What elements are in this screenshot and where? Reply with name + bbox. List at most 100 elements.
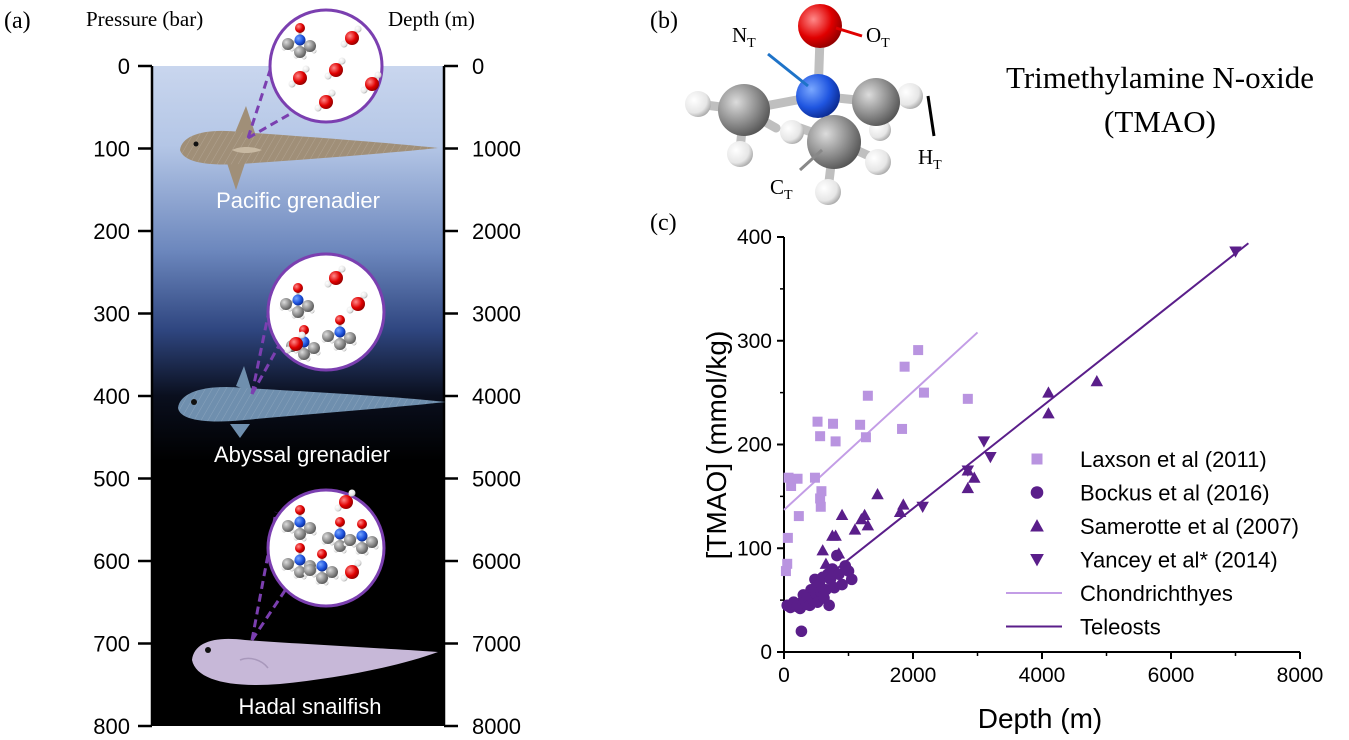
legend-label: Yancey et al* (2014) (1080, 548, 1278, 573)
hadal-snailfish (192, 638, 438, 685)
legend-label: Teleosts (1080, 615, 1161, 640)
depth-tick-label: 2000 (472, 219, 521, 244)
panel-a: (a) Pressure (bar) Depth (m) 0 100 200 300 4… (4, 7, 521, 739)
x-tick-label: 2000 (890, 664, 937, 687)
data-point (800, 588, 813, 600)
label-c: CT (770, 175, 793, 203)
depth-tick-label: 6000 (472, 549, 521, 574)
panel-c-label: (c) (650, 210, 677, 236)
pacific-grenadier (180, 106, 438, 190)
molecule-abbrev: (TMAO) (1104, 104, 1216, 139)
data-point (792, 473, 803, 484)
data-point (1042, 386, 1055, 398)
data-point (806, 581, 820, 593)
data-point (812, 416, 823, 427)
tmao-molecule (334, 528, 346, 540)
data-point (968, 471, 981, 483)
water-molecule (319, 95, 333, 109)
y-tick-label: 400 (737, 226, 772, 249)
water-molecule (293, 71, 307, 85)
pressure-tick-label: 600 (93, 549, 130, 574)
pressure-tick-label: 400 (93, 384, 130, 409)
pressure-tick-label: 700 (93, 632, 130, 657)
panel-b-label: (b) (650, 8, 678, 34)
data-point (845, 573, 858, 586)
data-point (782, 558, 793, 569)
data-point (783, 472, 794, 483)
tmao-molecule (294, 554, 306, 566)
data-point (816, 544, 829, 556)
legend-swatch (1030, 486, 1044, 499)
depth-tick-label: 4000 (472, 384, 521, 409)
depth-axis-title: Depth (m) (388, 7, 475, 31)
legend-label: Chondrichthyes (1080, 581, 1233, 606)
data-point (984, 451, 997, 464)
pressure-tick-label: 300 (93, 302, 130, 327)
depth-tick-label: 1000 (472, 137, 521, 162)
data-point (816, 486, 827, 497)
chart-points (780, 246, 1242, 638)
molecule-circle-1000m (268, 8, 384, 124)
chart-legend: Laxson et al (2011) Bockus et al (2016) Sa… (1006, 447, 1299, 640)
molecule-circle-7000m (266, 488, 386, 608)
water-molecule (329, 271, 343, 285)
data-point (782, 532, 793, 543)
data-point (1090, 374, 1104, 387)
data-point (861, 519, 875, 531)
data-point (916, 501, 929, 513)
y-tick-label: 200 (737, 434, 772, 457)
y-axis-label: [TMAO] (mmol/kg) (701, 331, 732, 560)
depth-tick-label: 3000 (472, 302, 521, 327)
tmao-molecule (316, 560, 328, 572)
data-point (871, 488, 884, 500)
x-tick-label: 6000 (1148, 664, 1195, 687)
label-o: OT (866, 23, 890, 51)
legend-swatch (1030, 554, 1044, 567)
legend-label: Samerotte et al (2007) (1080, 514, 1299, 539)
y-tick-label: 100 (737, 537, 772, 560)
data-point (819, 557, 833, 569)
fish-label-pacific: Pacific grenadier (216, 188, 380, 213)
panel-c: (c) 0 2000 4000 6000 8000 0 100 200 300 400 Laxso… (650, 210, 1323, 734)
molecule-circle-4000m (266, 252, 386, 372)
pressure-axis-title: Pressure (bar) (86, 7, 203, 31)
depth-tick-label: 8000 (472, 714, 521, 739)
data-point (833, 568, 845, 580)
data-point (862, 390, 873, 401)
water-molecule (365, 77, 379, 91)
data-point (961, 481, 975, 494)
chart-axes: 0 2000 4000 6000 8000 0 100 200 300 400 (737, 226, 1323, 687)
data-point (793, 511, 804, 522)
pointer-c (798, 148, 824, 172)
x-tick-label: 0 (778, 664, 790, 687)
pressure-tick-label: 800 (93, 714, 130, 739)
data-point (815, 431, 826, 442)
legend-label: Laxson et al (2011) (1080, 447, 1267, 472)
label-n: NT (732, 23, 756, 51)
connector-abyssal-a (250, 339, 284, 395)
data-point (835, 508, 849, 521)
pressure-ticks: 0 100 200 300 400 500 600 700 800 (93, 54, 152, 739)
tmao-molecule-model (685, 4, 923, 205)
panel-a-label: (a) (4, 8, 31, 34)
depth-tick-label: 7000 (472, 632, 521, 657)
fish-label-abyssal: Abyssal grenadier (214, 442, 390, 467)
pointer-o (835, 26, 863, 38)
x-tick-label: 4000 (1019, 664, 1066, 687)
tmao-molecule (292, 294, 304, 306)
depth-tick-label: 5000 (472, 467, 521, 492)
data-point (815, 501, 826, 512)
legend-swatch (1030, 519, 1044, 532)
water-molecule (289, 337, 303, 351)
data-point (829, 529, 842, 541)
data-point (832, 547, 846, 559)
legend-label: Bockus et al (2016) (1080, 481, 1270, 506)
pressure-tick-label: 0 (118, 54, 130, 79)
y-tick-label: 300 (737, 330, 772, 353)
data-point (913, 345, 924, 356)
water-molecule (345, 565, 359, 579)
water-molecule (351, 297, 365, 311)
data-point (1042, 407, 1055, 419)
pressure-tick-label: 200 (93, 219, 130, 244)
